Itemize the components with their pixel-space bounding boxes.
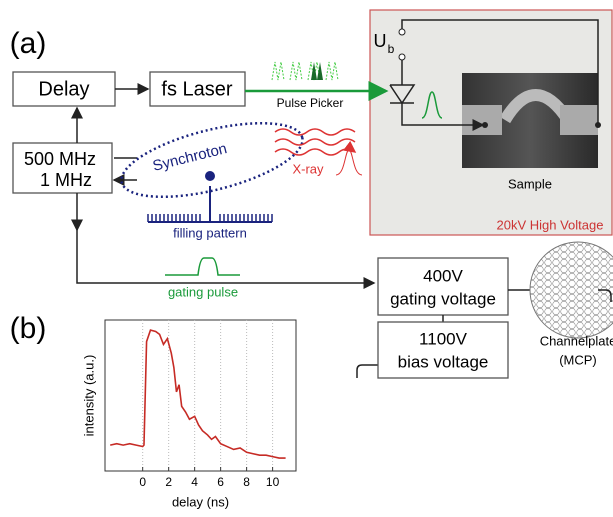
xray-pulse — [335, 149, 363, 176]
mcp — [529, 241, 613, 339]
arrow — [114, 157, 137, 180]
x-tick-label: 0 — [139, 475, 146, 489]
bias-sub: b — [388, 42, 395, 56]
xray-label: X-ray — [292, 161, 324, 176]
wire — [401, 19, 599, 125]
terminal — [398, 53, 406, 61]
x-tick-label: 4 — [191, 475, 198, 489]
hv-label: 20kV High Voltage — [497, 217, 604, 232]
data-line — [110, 329, 286, 459]
bias-symbol: U — [374, 31, 387, 51]
picked-pulse — [311, 62, 323, 80]
wire — [356, 289, 530, 378]
x-tick-label: 8 — [243, 475, 250, 489]
plot: 0 2 4 6 8 10 delay (ns) intensity (a.u.) — [81, 319, 297, 509]
x-tick-label: 2 — [165, 475, 172, 489]
comb — [147, 214, 273, 222]
mcp-label: Channelplate — [540, 333, 613, 348]
xray-wave — [274, 128, 355, 155]
contact — [595, 122, 601, 128]
gate-pulse-label: gating pulse — [168, 284, 238, 299]
x-axis-label: delay (ns) — [172, 494, 229, 509]
bunch — [205, 171, 215, 181]
bias-box — [377, 321, 509, 379]
pulse — [421, 91, 443, 119]
bias-v: 1100V — [419, 329, 468, 348]
laser-box — [149, 71, 246, 107]
delay-box — [12, 71, 116, 107]
x-tick-label: 6 — [217, 475, 224, 489]
freq-box — [12, 142, 113, 194]
fill-label: filling pattern — [173, 225, 247, 240]
y-axis-label: intensity (a.u.) — [81, 355, 96, 437]
diode — [389, 60, 483, 125]
fill-pattern — [148, 186, 272, 223]
freq-label: 1 MHz — [40, 170, 92, 190]
pulse-train — [271, 61, 339, 81]
gate-pulse — [165, 257, 240, 276]
x-tick-label: 10 — [266, 475, 280, 489]
gate-v: 400V — [423, 266, 463, 285]
gate-label: gating voltage — [390, 289, 496, 308]
bias-label: bias voltage — [398, 352, 489, 371]
freq-label: 500 MHz — [24, 149, 96, 169]
ring-label: Synchroton — [151, 140, 229, 175]
mcp-label: (MCP) — [559, 352, 597, 367]
wire — [598, 289, 612, 302]
contact — [482, 122, 488, 128]
pad — [462, 105, 502, 135]
panel-label: (b) — [10, 312, 47, 345]
panel-label: (a) — [10, 27, 47, 60]
sample-label: Sample — [508, 176, 552, 191]
plot-area — [104, 319, 297, 472]
picker-label: Pulse Picker — [277, 96, 344, 110]
pad — [560, 105, 598, 135]
laser-label: fs Laser — [161, 78, 232, 100]
arrow — [76, 230, 376, 289]
delay-label: Delay — [38, 78, 89, 100]
terminal — [398, 28, 406, 36]
ring — [120, 121, 304, 199]
